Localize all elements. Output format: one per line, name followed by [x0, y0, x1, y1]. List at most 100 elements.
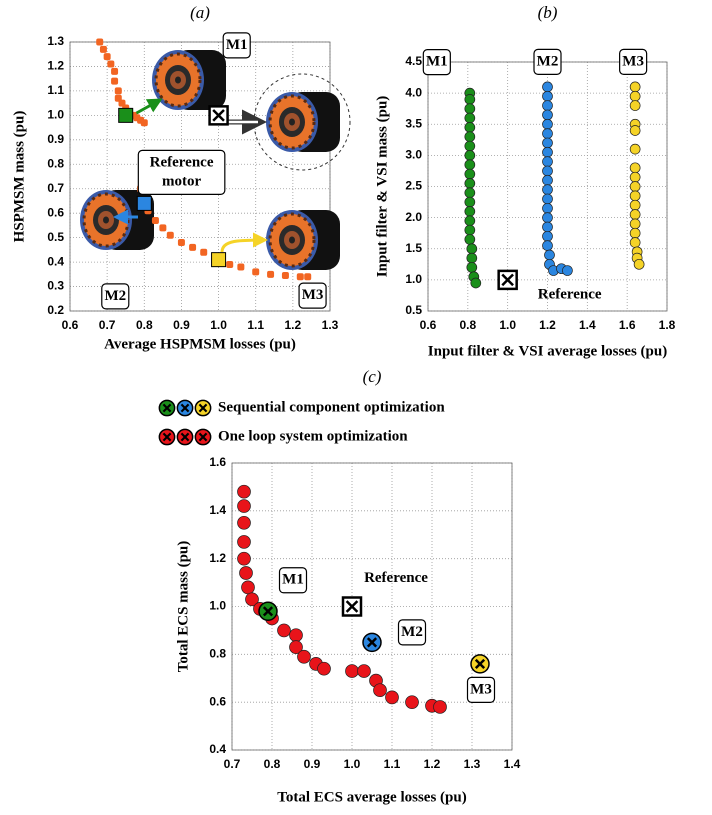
point-label: M1 [423, 50, 450, 75]
point [630, 238, 640, 248]
point [543, 231, 553, 241]
x-tick-label: 1.1 [384, 757, 401, 771]
y-tick-label: 3.0 [405, 148, 422, 162]
x-tick-label: 1.0 [499, 318, 516, 332]
y-tick-label: 0.2 [47, 303, 64, 317]
reference-marker [210, 106, 228, 124]
legend-entry: One loop system optimization [159, 428, 408, 444]
y-tick-label: 0.4 [47, 254, 64, 268]
legend-marker [177, 400, 192, 415]
point [240, 567, 253, 580]
point [137, 196, 151, 210]
point [630, 182, 640, 192]
point [543, 119, 553, 129]
point [630, 144, 640, 154]
point [259, 602, 277, 620]
point [543, 194, 553, 204]
point [111, 68, 118, 75]
x-tick-label: 1.0 [344, 757, 361, 771]
label-text: M1 [226, 37, 248, 53]
x-tick-label: 0.8 [264, 757, 281, 771]
point [465, 197, 475, 207]
y-tick-label: 2.5 [405, 179, 422, 193]
points [465, 82, 644, 289]
point [465, 141, 475, 151]
point [471, 655, 489, 673]
point [465, 206, 475, 216]
panel-title: (b) [538, 3, 558, 22]
x-axis-title: Average HSPMSM losses (pu) [104, 336, 296, 352]
point-label: M2 [102, 284, 129, 309]
point [238, 552, 251, 565]
legend-marker [195, 429, 210, 444]
point [226, 261, 233, 268]
point [465, 216, 475, 226]
point [630, 200, 640, 210]
x-tick-label: 1.3 [322, 318, 339, 332]
point [543, 147, 553, 157]
point [111, 78, 118, 85]
point [543, 241, 553, 251]
point [238, 535, 251, 548]
legend-label: Sequential component optimization [218, 399, 445, 415]
point [634, 259, 644, 269]
x-tick-label: 1.6 [619, 318, 636, 332]
point [282, 272, 289, 279]
point [115, 87, 122, 94]
y-tick-label: 0.3 [47, 279, 64, 293]
point [465, 113, 475, 123]
point [141, 119, 148, 126]
y-tick-label: 1.2 [209, 551, 226, 565]
y-tick-label: 0.4 [209, 742, 226, 756]
point-label: M1 [223, 33, 250, 58]
legend-marker [195, 400, 210, 415]
point [386, 691, 399, 704]
point [119, 108, 133, 122]
point [562, 266, 572, 276]
motor-m1 [152, 50, 226, 110]
point [465, 122, 475, 132]
point [544, 250, 554, 260]
point [297, 273, 304, 280]
point [346, 665, 359, 678]
x-tick-label: 0.7 [99, 318, 116, 332]
x-tick-label: 1.2 [285, 318, 302, 332]
y-axis-title: Input filter & VSI mass (pu) [374, 96, 390, 278]
point [630, 172, 640, 182]
point [96, 39, 103, 46]
x-axis-title: Total ECS average losses (pu) [277, 789, 466, 805]
label-text: Reference [364, 570, 428, 586]
point [630, 210, 640, 220]
y-tick-label: 0.5 [405, 303, 422, 317]
legend-marker [159, 400, 174, 415]
label-text: Reference [150, 154, 214, 170]
label-text: M1 [282, 572, 304, 588]
point [465, 188, 475, 198]
arrow [222, 240, 265, 252]
y-tick-label: 0.6 [47, 205, 64, 219]
point-label: M2 [399, 620, 426, 645]
y-axis-title: Total ECS mass (pu) [175, 541, 191, 673]
legend-marker [177, 429, 192, 444]
y-tick-label: 1.1 [47, 83, 64, 97]
panel-title: (a) [190, 3, 210, 22]
legend-label: One loop system optimization [218, 428, 408, 444]
point [543, 203, 553, 213]
x-axis-title: Input filter & VSI average losses (pu) [428, 343, 667, 359]
point-label: M3 [468, 677, 495, 702]
point [543, 213, 553, 223]
y-tick-label: 1.3 [47, 34, 64, 48]
point [363, 633, 381, 651]
point [465, 169, 475, 179]
point [178, 239, 185, 246]
y-tick-label: 3.5 [405, 116, 422, 130]
y-tick-label: 2.0 [405, 210, 422, 224]
point [200, 249, 207, 256]
y-tick-label: 1.5 [405, 241, 422, 255]
x-tick-label: 0.6 [420, 318, 437, 332]
point [630, 191, 640, 201]
point [465, 178, 475, 188]
y-tick-label: 1.0 [405, 272, 422, 286]
x-tick-label: 1.8 [659, 318, 676, 332]
motor-m3 [266, 210, 340, 270]
